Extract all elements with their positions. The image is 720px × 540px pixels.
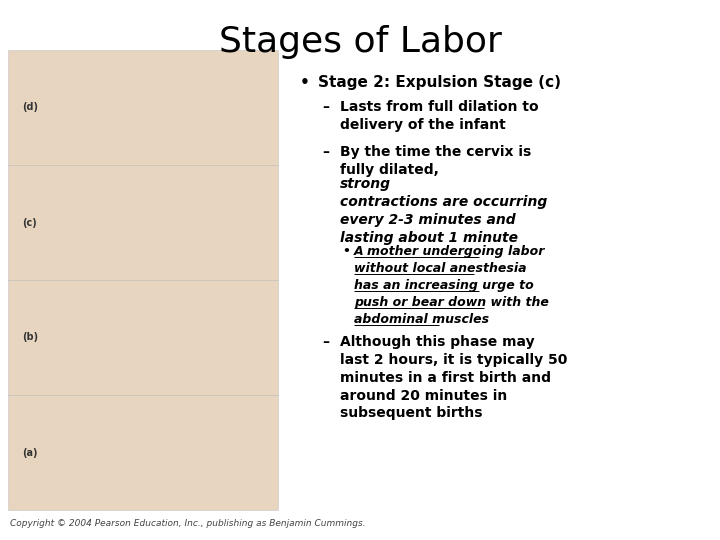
Text: (c): (c) [22, 218, 37, 227]
Text: •: • [300, 75, 310, 90]
Text: Copyright © 2004 Pearson Education, Inc., publishing as Benjamin Cummings.: Copyright © 2004 Pearson Education, Inc.… [10, 519, 366, 528]
Text: Lasts from full dilation to
delivery of the infant: Lasts from full dilation to delivery of … [340, 100, 539, 132]
Text: has an increasing urge to: has an increasing urge to [354, 279, 534, 292]
Text: (a): (a) [22, 448, 37, 457]
Text: –: – [322, 100, 329, 114]
Text: Stage 2: Expulsion Stage (c): Stage 2: Expulsion Stage (c) [318, 75, 561, 90]
Text: Although this phase may
last 2 hours, it is typically 50
minutes in a first birt: Although this phase may last 2 hours, it… [340, 335, 567, 421]
Text: without local anesthesia: without local anesthesia [354, 262, 526, 275]
Text: Stages of Labor: Stages of Labor [219, 25, 501, 59]
Text: push or bear down with the: push or bear down with the [354, 296, 549, 309]
FancyBboxPatch shape [8, 50, 278, 510]
Text: strong
contractions are occurring
every 2-3 minutes and
lasting about 1 minute: strong contractions are occurring every … [340, 177, 547, 245]
Text: –: – [322, 145, 329, 159]
Text: abdominal muscles: abdominal muscles [354, 313, 489, 326]
Text: By the time the cervix is
fully dilated,: By the time the cervix is fully dilated, [340, 145, 531, 177]
Text: (b): (b) [22, 333, 38, 342]
Text: A mother undergoing labor: A mother undergoing labor [354, 245, 545, 258]
Text: •: • [342, 245, 350, 258]
Text: (d): (d) [22, 103, 38, 112]
Text: –: – [322, 335, 329, 349]
